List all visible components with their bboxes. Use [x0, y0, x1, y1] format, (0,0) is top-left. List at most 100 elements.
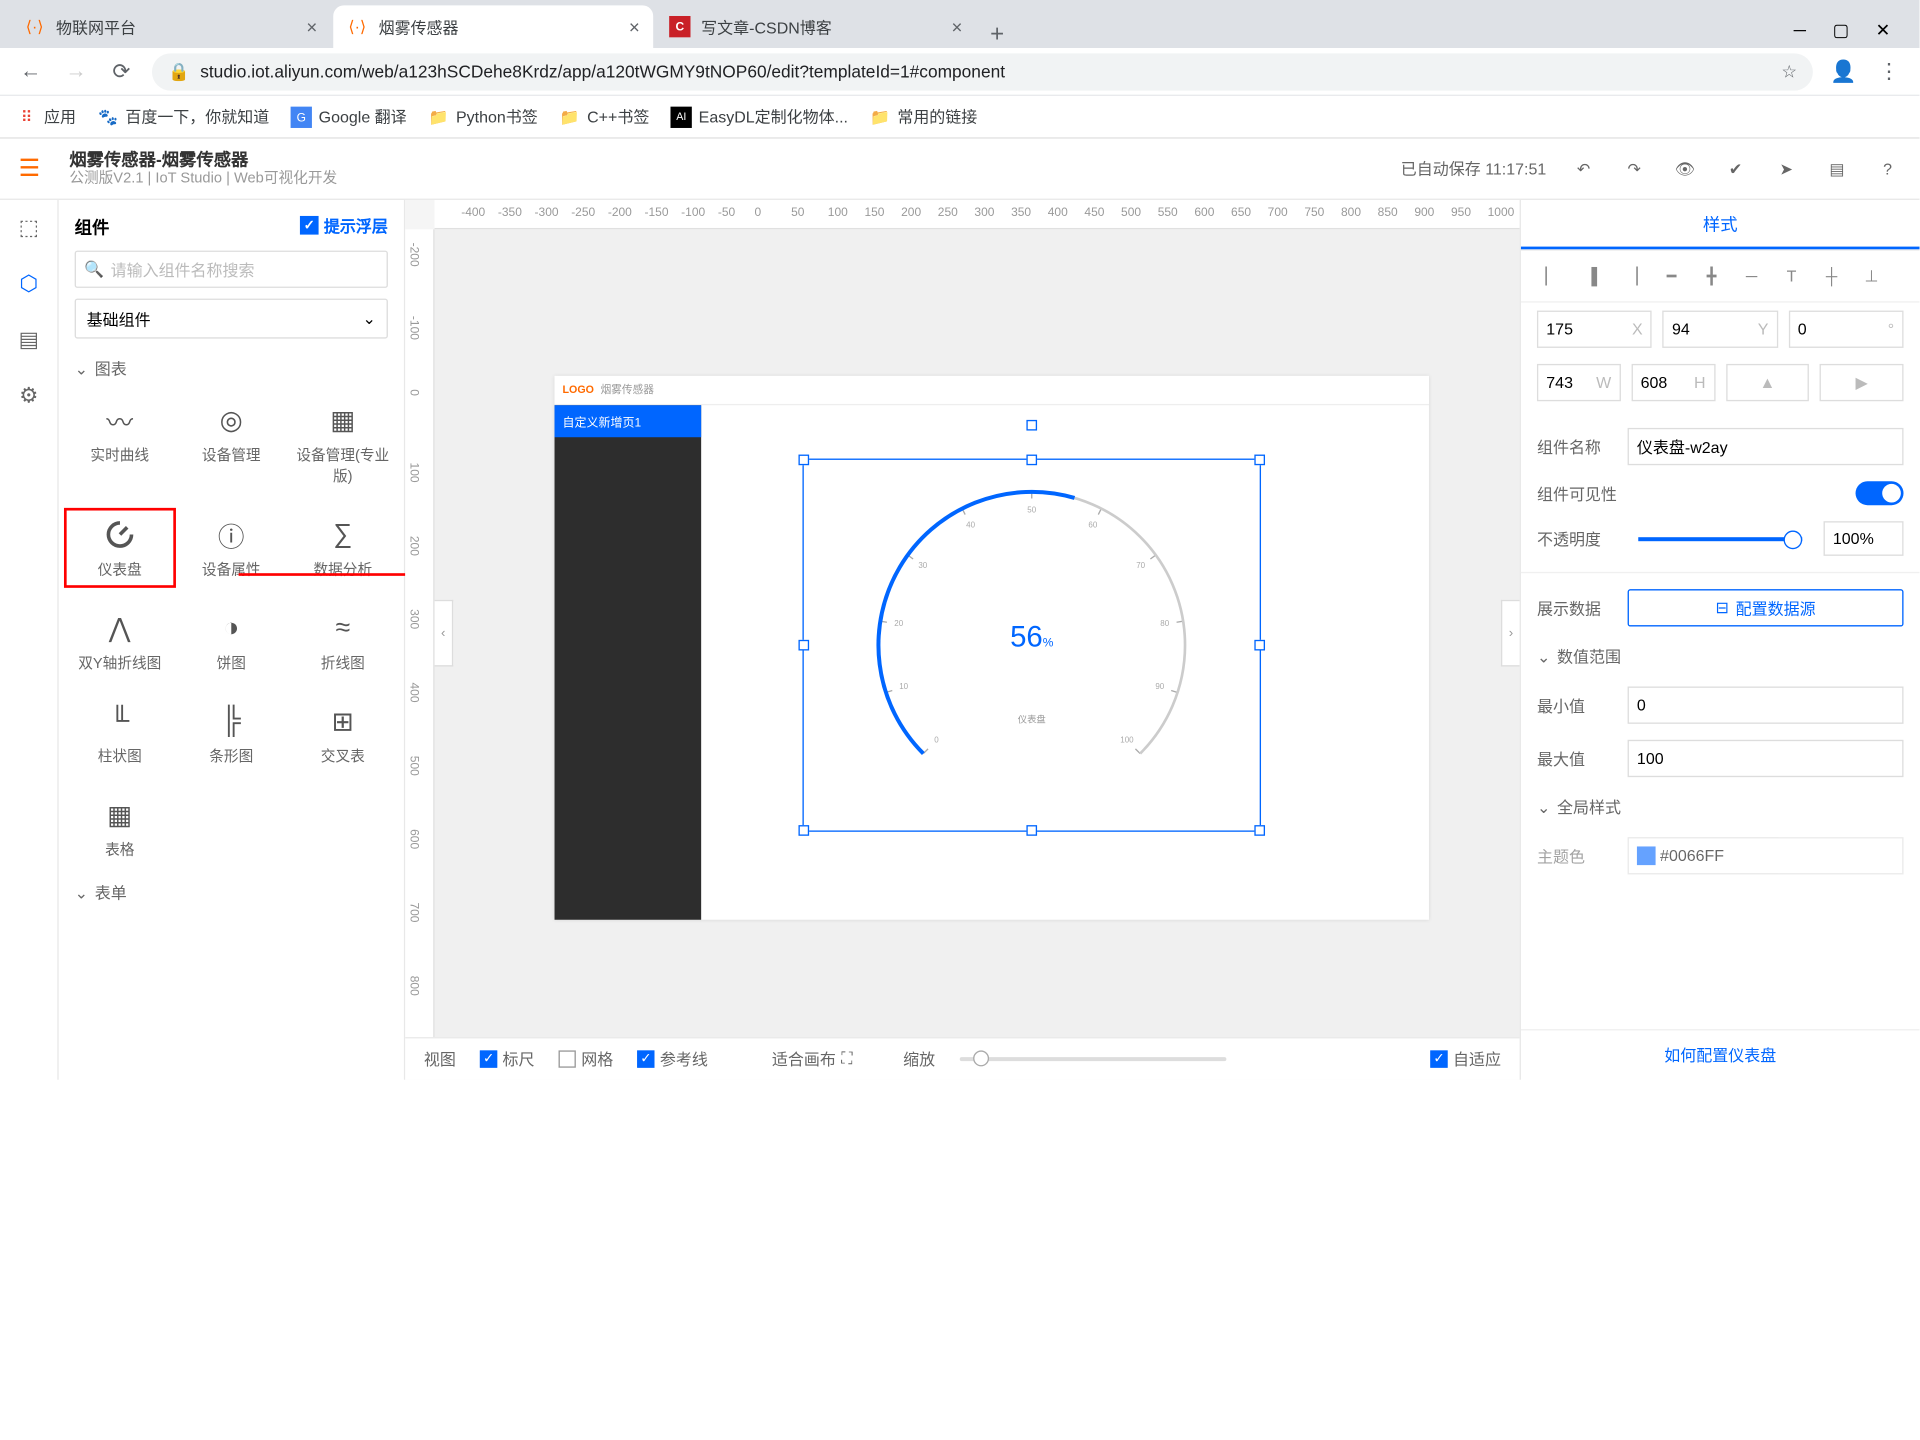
browser-tab[interactable]: ⟨·⟩ 物联网平台 × — [11, 5, 331, 48]
range-section-header[interactable]: ⌄数值范围 — [1521, 635, 1920, 679]
close-window-button[interactable]: ✕ — [1876, 20, 1891, 41]
bookmark-item[interactable]: 📁Python书签 — [428, 105, 538, 128]
component-device-mgmt-pro[interactable]: ▦设备管理(专业版) — [287, 393, 399, 494]
section-forms[interactable]: ⌄表单 — [59, 873, 404, 912]
url-input[interactable]: 🔒 studio.iot.aliyun.com/web/a123hSCDehe8… — [152, 53, 1813, 90]
forward-button[interactable]: → — [61, 57, 90, 86]
align-right-icon[interactable]: ▕ — [1617, 261, 1646, 290]
bookmark-item[interactable]: 📁常用的链接 — [869, 105, 977, 128]
resize-handle[interactable] — [798, 825, 809, 836]
reload-button[interactable]: ⟳ — [107, 57, 136, 86]
collapse-right-button[interactable]: › — [1501, 600, 1520, 667]
bookmark-item[interactable]: 🐾百度一下，你就知道 — [97, 105, 269, 128]
close-tab-button[interactable]: × — [952, 16, 963, 37]
zoom-slider[interactable] — [959, 1057, 1226, 1061]
component-gauge[interactable]: 仪表盘 — [64, 508, 176, 588]
publish-button[interactable]: ➤ — [1773, 155, 1800, 182]
apps-button[interactable]: ⠿应用 — [16, 105, 76, 128]
design-page[interactable]: LOGO 烟雾传感器 自定义新增页1 — [555, 376, 1429, 920]
resize-handle[interactable] — [1254, 455, 1265, 466]
bookmark-item[interactable]: 📁C++书签 — [559, 105, 649, 128]
align-center-icon[interactable]: ▐ — [1577, 261, 1606, 290]
profile-icon[interactable]: 👤 — [1829, 57, 1858, 86]
bookmark-item[interactable]: AIEasyDL定制化物体... — [671, 105, 848, 128]
hint-toggle[interactable]: ✓提示浮层 — [300, 214, 388, 237]
rail-layers-icon[interactable]: ⬚ — [14, 213, 43, 242]
rail-components-icon[interactable]: ⬡ — [14, 269, 43, 298]
canvas-stage[interactable]: ‹ › LOGO 烟雾传感器 自定义新增页1 — [435, 229, 1520, 1037]
visible-toggle[interactable] — [1856, 481, 1904, 505]
browser-tab[interactable]: C 写文章-CSDN博客 × — [656, 5, 976, 48]
distribute-h-icon[interactable]: ━ — [1657, 261, 1686, 290]
component-device-mgmt[interactable]: ◎设备管理 — [175, 393, 287, 494]
component-pie[interactable]: ◑饼图 — [175, 601, 287, 681]
min-input[interactable]: 0 — [1628, 686, 1904, 723]
bookmark-item[interactable]: GGoogle 翻译 — [291, 105, 407, 128]
flip-h-button[interactable]: ▲ — [1726, 364, 1810, 401]
x-input[interactable]: 175X — [1537, 311, 1652, 348]
distribute-v-icon[interactable]: ─ — [1737, 261, 1766, 290]
component-hbar[interactable]: ╠条形图 — [175, 694, 287, 774]
configure-data-button[interactable]: ⊟配置数据源 — [1628, 589, 1904, 626]
resize-handle[interactable] — [798, 455, 809, 466]
component-bar[interactable]: ╙柱状图 — [64, 694, 176, 774]
page-nav-item[interactable]: 自定义新增页1 — [555, 405, 702, 437]
collapse-left-button[interactable]: ‹ — [435, 600, 454, 667]
menu-icon[interactable]: ⋮ — [1874, 57, 1903, 86]
y-input[interactable]: 94Y — [1663, 311, 1778, 348]
ruler-checkbox[interactable]: ✓标尺 — [480, 1048, 535, 1071]
resize-handle[interactable] — [1254, 825, 1265, 836]
component-cross[interactable]: ⊞交叉表 — [287, 694, 399, 774]
redo-button[interactable]: ↷ — [1621, 155, 1648, 182]
align-top-icon[interactable]: T — [1777, 261, 1806, 290]
component-search-input[interactable]: 🔍 请输入组件名称搜索 — [75, 251, 388, 288]
rail-settings-icon[interactable]: ⚙ — [14, 381, 43, 410]
align-bottom-icon[interactable]: ⊥ — [1857, 261, 1886, 290]
menu-toggle-button[interactable]: ☰ — [19, 155, 51, 183]
component-realtime-curve[interactable]: 〰实时曲线 — [64, 393, 176, 494]
maximize-window-button[interactable]: ▢ — [1833, 20, 1849, 41]
rotate-handle[interactable] — [1026, 420, 1037, 431]
new-tab-button[interactable]: + — [978, 20, 1015, 48]
align-middle-icon[interactable]: ╋ — [1697, 261, 1726, 290]
gauge-selection[interactable]: 0102030405060708090100 56% 仪表盘 — [802, 459, 1261, 832]
check-button[interactable]: ✔ — [1722, 155, 1749, 182]
close-tab-button[interactable]: × — [306, 16, 317, 37]
opacity-slider[interactable] — [1638, 537, 1802, 541]
undo-button[interactable]: ↶ — [1570, 155, 1597, 182]
section-charts[interactable]: ⌄图表 — [59, 349, 404, 388]
component-table[interactable]: ▦表格 — [64, 788, 176, 868]
grid-checkbox[interactable]: 网格 — [559, 1048, 614, 1071]
resize-handle[interactable] — [798, 640, 809, 651]
props-tabs: 样式 — [1521, 200, 1920, 251]
height-input[interactable]: 608H — [1631, 364, 1715, 401]
rotation-input[interactable]: 0° — [1788, 311, 1903, 348]
browser-tab-active[interactable]: ⟨·⟩ 烟雾传感器 × — [333, 5, 653, 48]
back-button[interactable]: ← — [16, 57, 45, 86]
flip-v-button[interactable]: ▶ — [1820, 364, 1904, 401]
resize-handle[interactable] — [1254, 640, 1265, 651]
max-input[interactable]: 100 — [1628, 740, 1904, 777]
category-dropdown[interactable]: 基础组件 ⌄ — [75, 299, 388, 339]
fit-button[interactable]: 适合画布 ⛶ — [772, 1048, 853, 1071]
align-vcenter-icon[interactable]: ┼ — [1817, 261, 1846, 290]
docs-button[interactable]: ▤ — [1824, 155, 1851, 182]
guide-checkbox[interactable]: ✓参考线 — [637, 1048, 708, 1071]
adaptive-checkbox[interactable]: ✓自适应 — [1430, 1048, 1501, 1071]
help-button[interactable]: ? — [1874, 155, 1901, 182]
style-section-header[interactable]: ⌄全局样式 — [1521, 785, 1920, 829]
width-input[interactable]: 743W — [1537, 364, 1621, 401]
component-line[interactable]: ≈折线图 — [287, 601, 399, 681]
theme-color-input[interactable]: #0066FF — [1628, 837, 1904, 874]
component-dual-y-line[interactable]: ⋀双Y轴折线图 — [64, 601, 176, 681]
close-tab-button[interactable]: × — [629, 16, 640, 37]
minimize-window-button[interactable]: ─ — [1794, 20, 1806, 41]
align-left-icon[interactable]: ▏ — [1537, 261, 1566, 290]
preview-button[interactable]: 👁 — [1672, 155, 1699, 182]
star-icon[interactable]: ☆ — [1781, 61, 1797, 82]
component-name-input[interactable]: 仪表盘-w2ay — [1628, 428, 1904, 465]
tab-style[interactable]: 样式 — [1521, 200, 1920, 249]
rail-pages-icon[interactable]: ▤ — [14, 325, 43, 354]
opacity-value[interactable]: 100% — [1824, 521, 1904, 556]
help-link[interactable]: 如何配置仪表盘 — [1521, 1029, 1920, 1080]
